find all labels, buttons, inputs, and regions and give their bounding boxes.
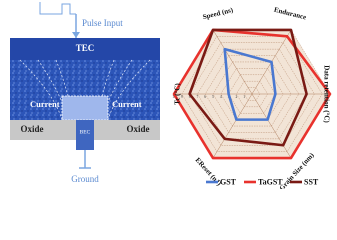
axis-label: Data retention (°C)	[322, 65, 330, 123]
device-schematic: Pulse Input TEC Current Current Oxide Ox…	[10, 2, 160, 184]
series-polygon	[172, 28, 332, 160]
pulse-label: Pulse Input	[82, 18, 123, 28]
series-polygon	[188, 28, 308, 147]
legend-label: SST	[304, 177, 319, 186]
r-tick-label: 8	[189, 95, 191, 99]
tec	[10, 38, 160, 60]
r-tick-label: 7	[197, 95, 199, 99]
active-region	[61, 95, 109, 121]
spoke	[251, 93, 292, 159]
current-label: Current	[30, 99, 60, 109]
oxide-label: Oxide	[20, 124, 43, 134]
figure: Pulse Input TEC Current Current Oxide Ox…	[10, 2, 332, 189]
r-tick-label: 2	[236, 95, 238, 99]
bec	[76, 120, 94, 150]
legend-label: TaGST	[258, 177, 283, 186]
pulse-shape	[39, 2, 76, 15]
series-polygon	[223, 47, 277, 121]
spoke	[212, 93, 253, 159]
arrow	[72, 32, 80, 38]
r-tick-label: 4	[220, 95, 222, 99]
current-label: Current	[112, 99, 142, 109]
axis-label: Endurance	[273, 6, 307, 22]
r-tick-label: 9	[181, 95, 183, 99]
axis-label: Tc (°C)	[174, 83, 182, 105]
tec-label: TEC	[76, 43, 95, 53]
spoke	[212, 29, 253, 95]
oxide-label: Oxide	[126, 124, 149, 134]
bec-label: BEC	[80, 129, 91, 135]
legend-label: GST	[220, 177, 237, 186]
r-tick-label: 1	[243, 95, 245, 99]
r-tick-label: 6	[204, 95, 206, 99]
ground-label: Ground	[71, 174, 99, 184]
r-tick-label: 10	[172, 95, 176, 99]
axis-label: Speed (ns)	[202, 6, 235, 21]
r-tick-label: 5	[212, 95, 214, 99]
